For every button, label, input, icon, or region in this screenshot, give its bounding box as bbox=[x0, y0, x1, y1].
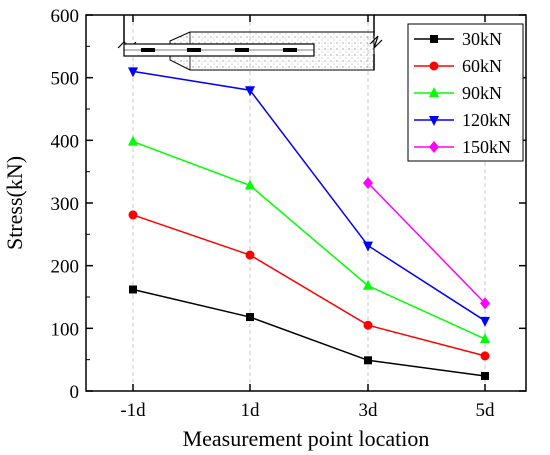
inset-gauge-mark bbox=[283, 48, 297, 52]
data-point bbox=[245, 250, 255, 260]
y-tick-label: 400 bbox=[51, 131, 80, 152]
data-point bbox=[129, 285, 137, 294]
legend-entry: 150kN bbox=[414, 137, 511, 157]
series-line bbox=[132, 214, 486, 357]
x-tick-label: 1d bbox=[241, 400, 261, 421]
inset-gauge-mark bbox=[187, 48, 201, 52]
series-line bbox=[132, 288, 486, 377]
data-point bbox=[480, 297, 490, 310]
inset-gauge-mark bbox=[141, 48, 155, 52]
x-tick-label: -1d bbox=[120, 400, 146, 421]
y-tick-label: 500 bbox=[51, 69, 80, 90]
legend-entry: 120kN bbox=[414, 110, 511, 130]
inset-gauge-mark bbox=[235, 48, 249, 52]
legend-entry: 90kN bbox=[414, 83, 502, 103]
data-point bbox=[364, 356, 372, 365]
data-point bbox=[128, 210, 138, 220]
axes: 0 100 200 300 400 500 600 -1d 1d 3d 5d bbox=[51, 6, 526, 421]
series-150kN bbox=[363, 176, 490, 310]
legend-label: 120kN bbox=[462, 110, 511, 130]
data-point bbox=[363, 320, 373, 330]
legend-marker bbox=[430, 35, 438, 43]
series-layer bbox=[128, 67, 490, 380]
series-30kN bbox=[129, 285, 489, 380]
legend-label: 30kN bbox=[462, 29, 502, 49]
legend-entry: 60kN bbox=[414, 56, 502, 76]
legend-label: 60kN bbox=[462, 56, 502, 76]
series-line bbox=[367, 182, 486, 304]
x-axis-title: Measurement point location bbox=[183, 426, 430, 451]
legend-marker bbox=[429, 141, 439, 153]
legend-entry: 30kN bbox=[414, 29, 502, 49]
y-axis-title: Stress(kN) bbox=[2, 156, 27, 250]
legend-label: 90kN bbox=[462, 83, 502, 103]
series-90kN bbox=[128, 135, 490, 343]
y-tick-label: 200 bbox=[51, 257, 80, 278]
y-tick-label: 300 bbox=[51, 194, 80, 215]
y-tick-label: 100 bbox=[51, 319, 80, 340]
y-tick-label: 0 bbox=[70, 382, 80, 403]
data-point bbox=[246, 313, 254, 322]
data-point bbox=[480, 332, 490, 343]
data-point bbox=[363, 279, 373, 290]
data-point bbox=[128, 67, 138, 78]
data-point bbox=[128, 135, 138, 146]
series-line bbox=[132, 70, 486, 322]
series-120kN bbox=[128, 67, 490, 327]
legend-marker bbox=[429, 116, 439, 126]
data-point bbox=[480, 316, 490, 327]
legend-marker bbox=[429, 61, 439, 71]
series-60kN bbox=[128, 210, 490, 361]
y-tick-label: 600 bbox=[51, 6, 80, 27]
data-point bbox=[363, 241, 373, 252]
legend-label: 150kN bbox=[462, 137, 511, 157]
data-point bbox=[481, 371, 489, 380]
data-point bbox=[245, 179, 255, 190]
series-line bbox=[132, 140, 486, 340]
legend: 30kN 60kN 90kN 120kN 150kN bbox=[407, 23, 524, 162]
data-point bbox=[480, 351, 490, 361]
x-tick-label: 3d bbox=[359, 400, 379, 421]
anchor-schematic-inset bbox=[117, 15, 383, 71]
data-point bbox=[245, 86, 255, 97]
data-point bbox=[363, 176, 373, 189]
x-tick-label: 5d bbox=[476, 400, 496, 421]
legend-marker bbox=[429, 87, 439, 97]
